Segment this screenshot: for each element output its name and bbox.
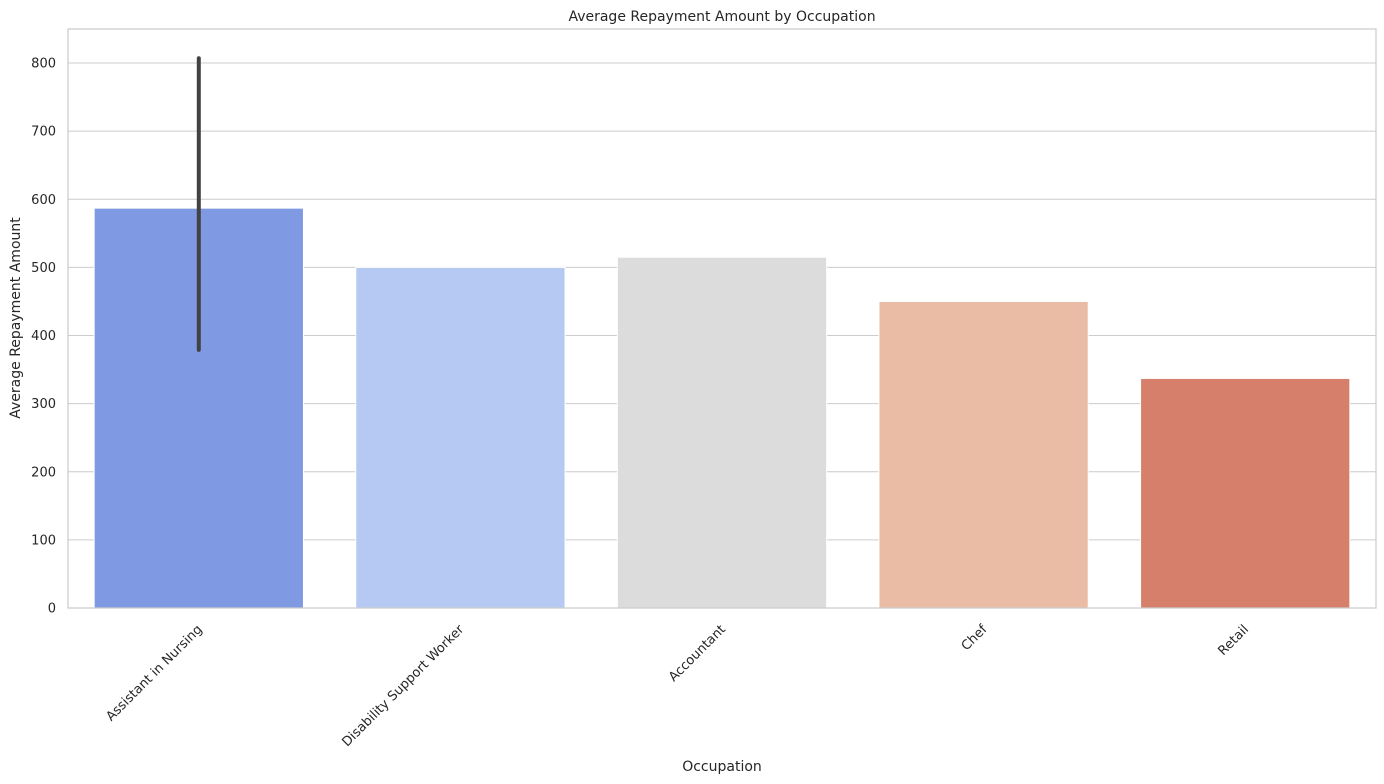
- y-tick-label: 200: [31, 465, 56, 480]
- x-tick-labels: Assistant in Nursing Disability Support W…: [103, 622, 1252, 750]
- y-tick-label: 600: [31, 193, 56, 208]
- y-tick-label: 0: [48, 602, 56, 617]
- x-tick-label: Assistant in Nursing: [103, 622, 205, 724]
- bar: [616, 256, 828, 609]
- x-tick-label: Disability Support Worker: [339, 622, 467, 750]
- y-tick-label: 500: [31, 261, 56, 276]
- y-axis-label: Average Repayment Amount: [8, 217, 24, 419]
- y-tick-label: 700: [31, 125, 56, 140]
- bar: [1140, 377, 1351, 609]
- plot-frame: [67, 28, 1377, 609]
- y-tick-label: 100: [31, 533, 56, 548]
- y-tick-label: 800: [31, 57, 56, 72]
- y-tick-label: 300: [31, 397, 56, 412]
- bar: [878, 300, 1089, 609]
- bars: [93, 207, 1351, 609]
- x-tick-label: Retail: [1215, 622, 1252, 659]
- y-tick-labels: 0 100 200 300 400 500 600 700 800: [31, 57, 56, 617]
- x-axis-label: Occupation: [682, 759, 762, 775]
- y-tick-label: 400: [31, 329, 56, 344]
- chart-title: Average Repayment Amount by Occupation: [568, 9, 875, 25]
- x-tick-label: Chef: [959, 622, 991, 654]
- x-tick-label: Accountant: [666, 622, 729, 685]
- bar: [355, 266, 566, 609]
